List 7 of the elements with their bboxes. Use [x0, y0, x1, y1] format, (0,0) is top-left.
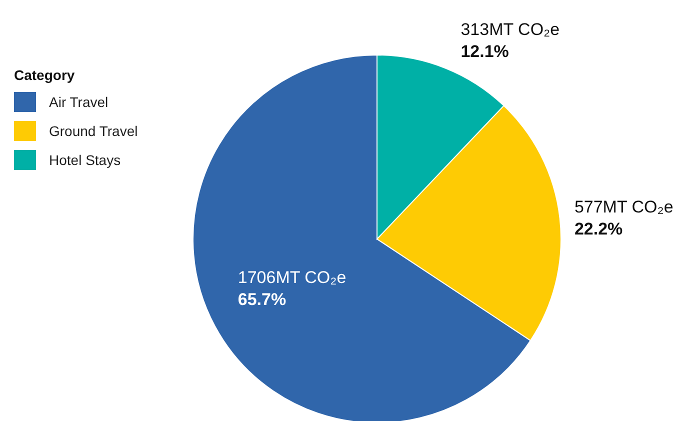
data-label: 577MT CO₂e 22.2% — [574, 198, 674, 239]
legend-label: Hotel Stays — [49, 152, 121, 168]
data-label: 313MT CO₂e 12.1% — [460, 20, 560, 61]
legend-label: Ground Travel — [49, 123, 138, 139]
legend-title: Category — [14, 67, 75, 83]
data-label: 1706MT CO₂e 65.7% — [238, 268, 346, 309]
legend-label: Air Travel — [49, 94, 108, 110]
